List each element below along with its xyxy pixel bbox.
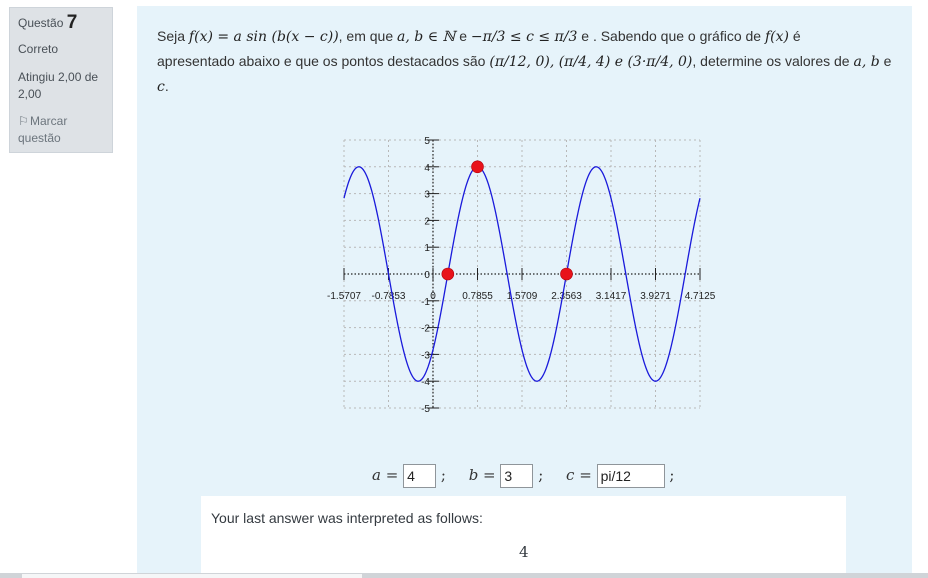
y-tick-label: 1 (424, 243, 430, 254)
flag-question-link[interactable]: ⚐Marcar questão (18, 113, 104, 147)
qtext-seg: é (792, 28, 801, 44)
function-graph: -1.5707 -0.7853 0 0.7855 1.5709 2.3563 3.1417 3… (327, 136, 716, 415)
x-tick-label: 1.5709 (507, 291, 538, 302)
highlighted-points-text: (π/12, 0), (π/4, 4) e (3·π/4, 0) (489, 54, 693, 70)
y-tick-label: 3 (424, 190, 430, 201)
qtext-seg: , determine os valores de (692, 53, 850, 69)
c-input[interactable] (596, 464, 665, 488)
function-curve (343, 166, 701, 382)
a-label: a = (372, 466, 399, 484)
x-tick-label: 0 (430, 291, 436, 302)
c-inequality: −π/3 ≤ c ≤ π/3 (470, 29, 578, 45)
separator: ; (440, 466, 446, 484)
separator: ; (538, 466, 544, 484)
question-line-1: Seja f(x) = a sin (b(x − c)), em que a, … (157, 24, 897, 49)
y-tick-label: 2 (424, 216, 430, 227)
flag-icon: ⚐ (18, 114, 29, 128)
y-tick-label: -3 (421, 350, 430, 361)
y-tick-label: -4 (421, 377, 430, 388)
x-tick-label: 3.1417 (596, 291, 627, 302)
question-line-3: c. (157, 74, 897, 99)
x-tick-label: -0.7853 (372, 291, 406, 302)
x-tick-label: 0.7855 (462, 291, 493, 302)
y-tick-label: -5 (421, 404, 430, 415)
answer-feedback: Your last answer was interpreted as foll… (201, 496, 846, 578)
a-input[interactable] (403, 464, 437, 488)
question-number-value: 7 (66, 12, 78, 33)
separator: ; (669, 466, 675, 484)
y-tick-label: -1 (421, 297, 430, 308)
set-condition: a, b ∈ ℕ (397, 29, 456, 45)
highlighted-point (441, 267, 455, 281)
origin-label: 0 (424, 270, 430, 281)
question-text: Seja f(x) = a sin (b(x − c)), em que a, … (157, 24, 897, 99)
function-formula: f(x) = a sin (b(x − c)) (188, 29, 339, 45)
question-grade: Atingiu 2,00 de 2,00 (18, 70, 99, 101)
question-content: Seja f(x) = a sin (b(x − c)), em que a, … (137, 6, 912, 578)
x-tick-label: -1.5707 (327, 291, 361, 302)
y-tick-label: 4 (424, 163, 430, 174)
qtext-seg: e (883, 53, 892, 69)
qtext-seg: e . Sabendo que o gráfico de (581, 28, 762, 44)
qtext-seg: apresentado abaixo e que os pontos desta… (157, 53, 486, 69)
y-tick-label: 5 (424, 136, 430, 147)
scrollbar-thumb[interactable] (22, 574, 362, 578)
c-label: c = (566, 466, 592, 484)
question-state: Correto (18, 42, 59, 56)
function-name: f(x) (764, 29, 789, 45)
qtext-seg: . (164, 78, 169, 94)
feedback-value: 4 (519, 543, 529, 561)
question-number: Questão 7 (18, 12, 104, 33)
x-tick-label: 3.9271 (640, 291, 671, 302)
variable-c: c (157, 79, 165, 95)
b-label: b = (468, 466, 496, 484)
b-input[interactable] (500, 464, 534, 488)
question-line-2: apresentado abaixo e que os pontos desta… (157, 49, 897, 74)
flag-label: Marcar questão (18, 114, 68, 145)
feedback-text: Your last answer was interpreted as foll… (211, 510, 483, 526)
y-tick-label: -2 (421, 324, 430, 335)
variables-text: a, b (853, 54, 880, 70)
qtext-seg: Seja (157, 28, 186, 44)
qtext-seg: , em que (338, 28, 394, 44)
x-tick-label: 2.3563 (551, 291, 582, 302)
highlighted-point (471, 160, 484, 174)
question-info-panel: Questão 7 Correto Atingiu 2,00 de 2,00 ⚐… (9, 7, 113, 153)
bottom-scrollbar[interactable] (0, 573, 928, 578)
qtext-seg: e (459, 28, 467, 44)
question-label: Questão (18, 16, 64, 30)
answer-inputs: a = ; b = ; c = ; (372, 464, 674, 488)
highlighted-point (560, 267, 573, 281)
x-tick-label: 4.7125 (685, 291, 716, 302)
